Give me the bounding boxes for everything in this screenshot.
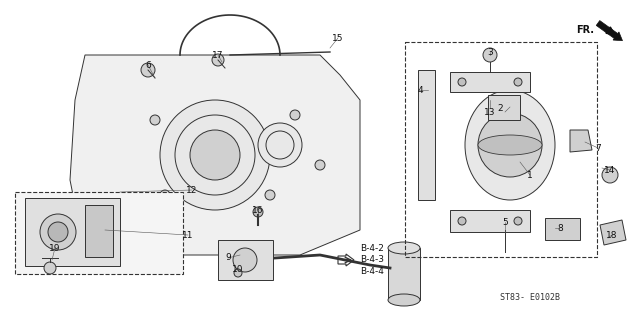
Circle shape — [40, 214, 76, 250]
Text: B-4-3: B-4-3 — [360, 255, 384, 265]
Circle shape — [234, 269, 242, 277]
Bar — [450, 210, 530, 232]
Bar — [450, 72, 530, 92]
Bar — [405, 42, 597, 257]
Text: 9: 9 — [225, 253, 231, 262]
Text: 2: 2 — [497, 103, 503, 113]
Bar — [25, 198, 120, 266]
Text: B-4-4: B-4-4 — [360, 268, 384, 276]
Text: 4: 4 — [417, 85, 423, 94]
Circle shape — [458, 78, 466, 86]
Text: 12: 12 — [186, 186, 197, 195]
Ellipse shape — [388, 242, 420, 254]
Circle shape — [602, 167, 618, 183]
Polygon shape — [545, 218, 580, 240]
Circle shape — [141, 63, 155, 77]
Text: 16: 16 — [252, 205, 264, 214]
Ellipse shape — [465, 90, 555, 200]
Text: 7: 7 — [595, 143, 601, 153]
Text: 3: 3 — [487, 47, 493, 57]
Text: ST83- E0102B: ST83- E0102B — [500, 293, 560, 302]
Polygon shape — [70, 55, 360, 255]
Polygon shape — [418, 70, 435, 200]
Polygon shape — [600, 220, 626, 245]
Circle shape — [290, 110, 300, 120]
Circle shape — [315, 160, 325, 170]
Text: 18: 18 — [606, 230, 618, 239]
Text: B-4-2: B-4-2 — [360, 244, 384, 252]
Circle shape — [150, 115, 160, 125]
Ellipse shape — [388, 294, 420, 306]
Bar — [388, 248, 420, 300]
Circle shape — [258, 123, 302, 167]
Text: 14: 14 — [605, 165, 616, 174]
Text: 1: 1 — [527, 171, 533, 180]
Text: 13: 13 — [484, 108, 496, 116]
Circle shape — [48, 222, 68, 242]
Bar — [85, 205, 113, 257]
Circle shape — [253, 207, 263, 217]
Circle shape — [233, 248, 257, 272]
Text: 6: 6 — [145, 60, 151, 69]
Bar — [15, 192, 183, 274]
Ellipse shape — [478, 135, 542, 155]
Circle shape — [265, 190, 275, 200]
Text: 15: 15 — [333, 34, 344, 43]
Text: 10: 10 — [233, 266, 244, 275]
Circle shape — [44, 262, 56, 274]
Bar — [218, 240, 273, 280]
Circle shape — [483, 48, 497, 62]
Circle shape — [478, 113, 542, 177]
Text: 17: 17 — [212, 51, 224, 60]
Circle shape — [514, 78, 522, 86]
Text: FR.: FR. — [576, 25, 594, 35]
Text: 11: 11 — [182, 230, 194, 239]
Text: 19: 19 — [49, 244, 61, 252]
Circle shape — [458, 217, 466, 225]
Circle shape — [212, 54, 224, 66]
Circle shape — [160, 190, 170, 200]
Circle shape — [160, 100, 270, 210]
Text: 8: 8 — [557, 223, 563, 233]
Text: 5: 5 — [502, 218, 508, 227]
FancyArrow shape — [596, 20, 622, 41]
Polygon shape — [570, 130, 592, 152]
Circle shape — [514, 217, 522, 225]
Circle shape — [190, 130, 240, 180]
Bar — [488, 95, 520, 120]
